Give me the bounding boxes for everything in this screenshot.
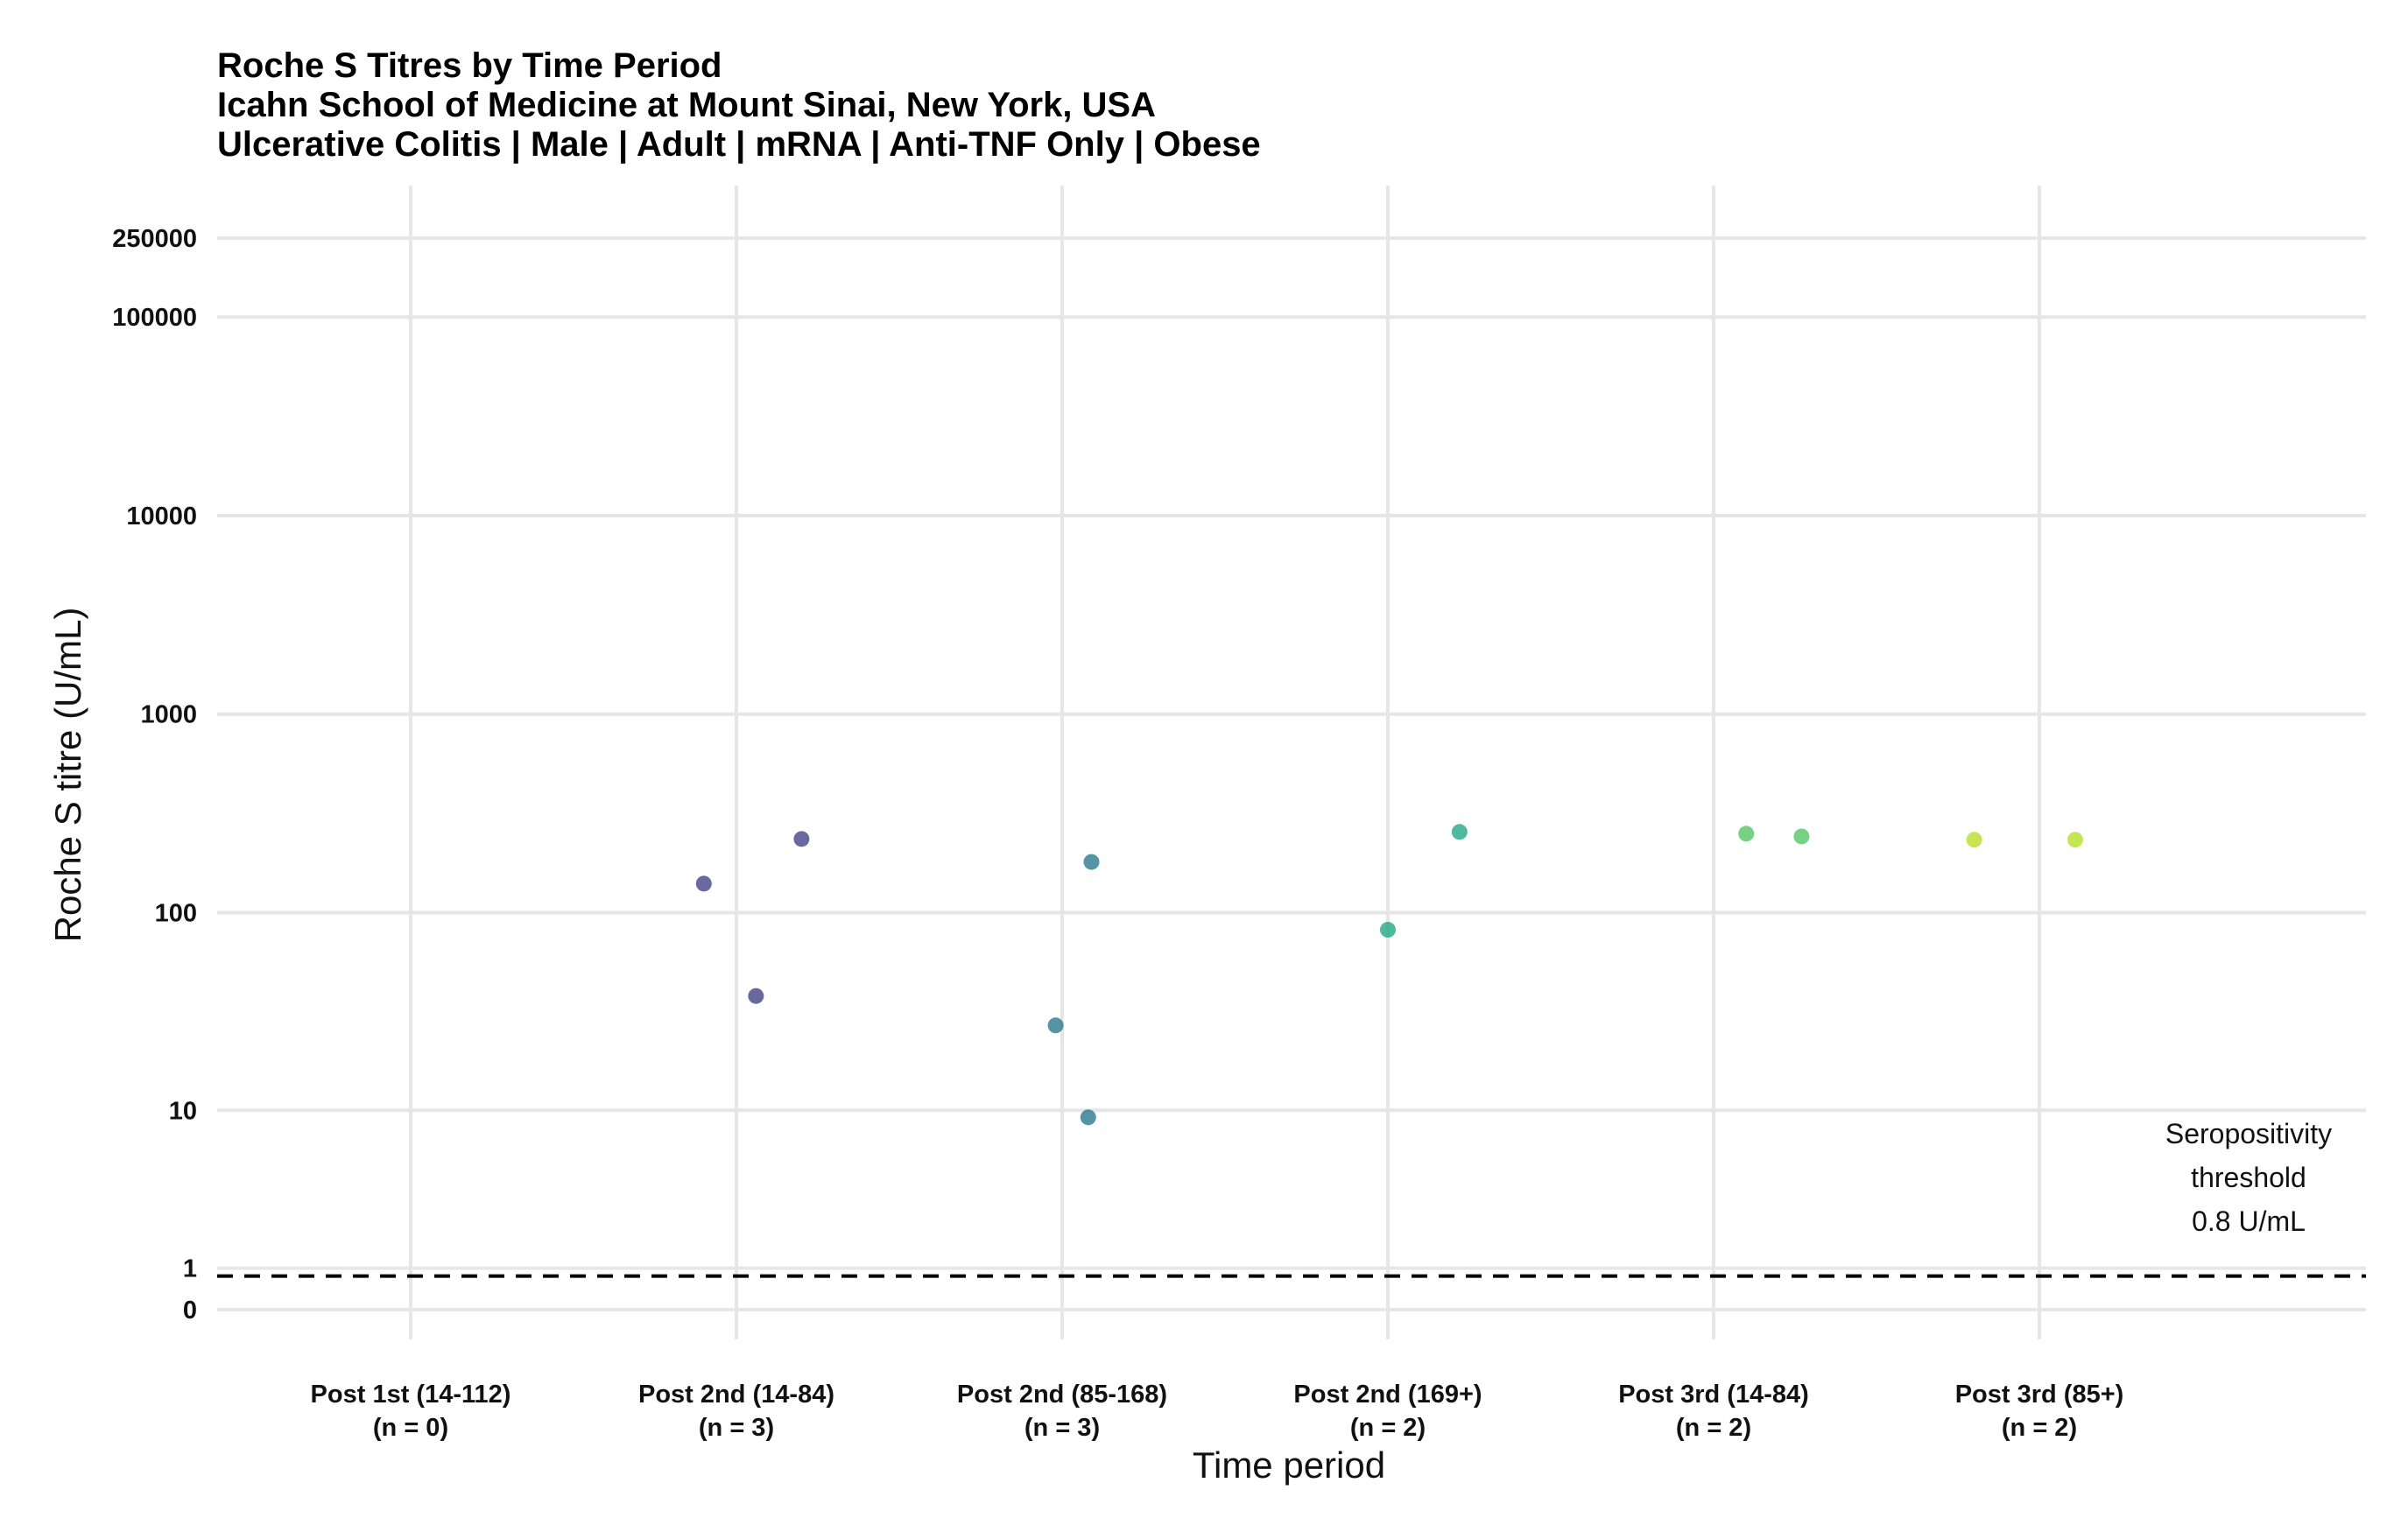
y-tick-label: 100000: [112, 304, 197, 332]
chart-subtitle-line-1: Icahn School of Medicine at Mount Sinai,…: [217, 86, 1156, 124]
x-tick-label: Post 2nd (85-168): [957, 1381, 1167, 1409]
x-tick-n-label: (n = 3): [699, 1414, 774, 1442]
data-point: [793, 831, 810, 847]
data-point: [1380, 922, 1396, 938]
threshold-label-line-3: 0.8 U/mL: [2192, 1205, 2306, 1237]
chart-title: Roche S Titres by Time Period: [217, 46, 722, 85]
data-point: [695, 875, 712, 892]
x-tick-label: Post 3rd (14-84): [1618, 1381, 1809, 1409]
data-point: [1047, 1017, 1064, 1034]
x-tick-n-label: (n = 3): [1024, 1414, 1100, 1442]
x-tick-label: Post 2nd (169+): [1293, 1381, 1482, 1409]
y-tick-label: 1000: [140, 701, 197, 729]
y-tick-labels: 0 1 10 100 1000 10000 100000 250000: [112, 225, 197, 1325]
y-axis-label: Roche S titre (U/mL): [47, 608, 88, 943]
x-tick-label: Post 3rd (85+): [1955, 1381, 2124, 1409]
y-tick-label: 100: [155, 899, 197, 927]
x-tick-labels: Post 1st (14-112) (n = 0) Post 2nd (14-84)…: [311, 1381, 2124, 1442]
grid-layer: [217, 186, 2366, 1339]
y-tick-label: 250000: [112, 225, 197, 253]
x-tick-n-label: (n = 2): [2002, 1414, 2077, 1442]
x-tick-n-label: (n = 2): [1350, 1414, 1426, 1442]
data-point: [748, 987, 764, 1004]
data-point: [1793, 828, 1810, 845]
y-tick-label: 10: [169, 1097, 197, 1125]
data-point: [1080, 1109, 1096, 1126]
data-point: [2067, 832, 2083, 848]
data-point: [1451, 824, 1468, 840]
y-tick-label: 1: [183, 1255, 197, 1283]
x-tick-label: Post 1st (14-112): [311, 1381, 511, 1409]
points-layer: [695, 824, 2083, 1126]
data-point: [1966, 832, 1982, 848]
threshold-label-line-1: Seropositivity: [2165, 1118, 2332, 1149]
chart-subtitle-line-2: Ulcerative Colitis | Male | Adult | mRNA…: [217, 125, 1261, 164]
x-tick-n-label: (n = 0): [373, 1414, 448, 1442]
x-axis-label: Time period: [1193, 1444, 1385, 1486]
threshold-label-line-2: threshold: [2191, 1162, 2306, 1193]
y-tick-label: 10000: [126, 502, 197, 531]
x-tick-n-label: (n = 2): [1676, 1414, 1751, 1442]
data-point: [1738, 826, 1755, 842]
x-tick-label: Post 2nd (14-84): [638, 1381, 834, 1409]
y-tick-label: 0: [183, 1297, 197, 1325]
data-point: [1083, 854, 1100, 870]
